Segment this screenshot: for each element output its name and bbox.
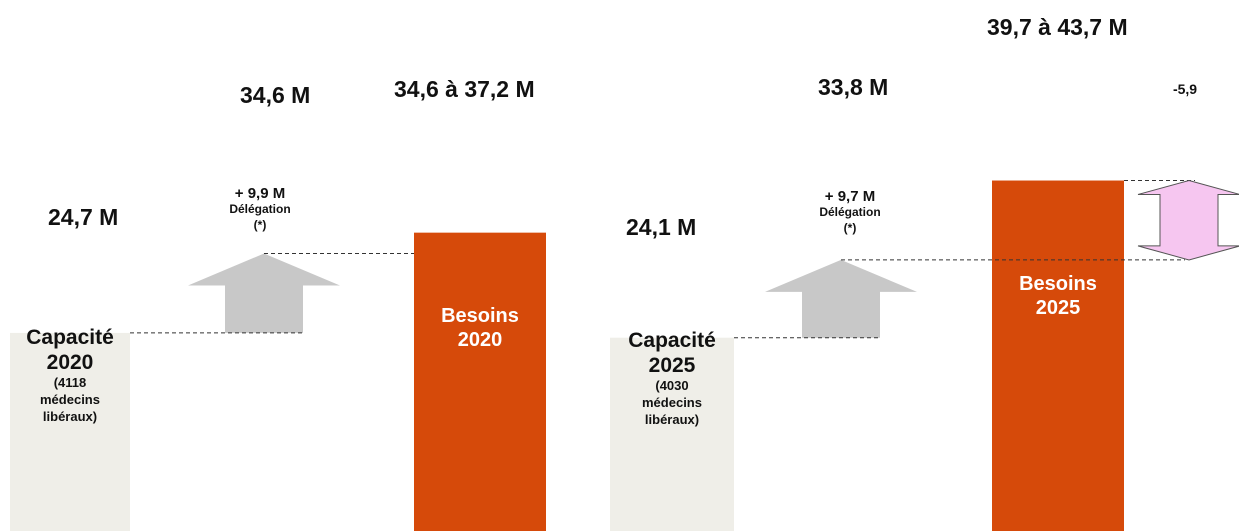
needs-2020-label: Besoins 2020	[414, 304, 546, 352]
needs-2020-title: Besoins	[441, 305, 519, 327]
needs-2025-bar	[992, 180, 1124, 531]
delegation-2020-text: Délégation	[229, 202, 291, 216]
needs-2025-title: Besoins	[1019, 273, 1097, 295]
gap-2025-arrow	[1137, 180, 1239, 261]
delegation-2020-note: (*)	[253, 217, 267, 232]
capacity-2020-sub-3: libéraux)	[42, 409, 98, 425]
delegation-2025-label: + 9,7 M Délégation (*)	[800, 188, 900, 236]
delegation-2025-value: + 9,7 M	[824, 188, 876, 205]
needs-2025-label: Besoins 2025	[992, 272, 1124, 320]
gap-2025-label: -5,9	[1172, 81, 1198, 97]
capacity-2020-value: 24,7 M	[48, 204, 119, 230]
delegation-2020-label: + 9,9 M Délégation (*)	[210, 185, 310, 233]
delegation-2025-note: (*)	[843, 220, 857, 235]
capacity-2025-sub-3: libéraux)	[644, 412, 700, 428]
capacity-2020-year: 2020	[46, 351, 94, 375]
capacity-2025-bar	[610, 337, 734, 531]
capacity-2020-sub-2: médecins	[40, 392, 100, 408]
needs-2020-year: 2020	[457, 329, 503, 351]
capacity-2025-title: Capacité	[628, 329, 716, 352]
needs-2025-year: 2025	[1035, 297, 1081, 319]
needs-2020-value: 34,6 à 37,2 M	[394, 76, 535, 102]
total-2020-value: 34,6 M	[240, 82, 311, 108]
delegation-2025-text: Délégation	[819, 205, 881, 219]
total-2025-value: 33,8 M	[818, 74, 889, 100]
capacity-2025-label: Capacité 2025 (4030 médecins libéraux)	[610, 328, 734, 429]
capacity-2020-bar	[10, 332, 130, 531]
capacity-2025-value: 24,1 M	[626, 214, 697, 240]
delegation-2025-arrow	[765, 259, 917, 338]
capacity-2020-title: Capacité	[26, 326, 114, 349]
needs-2025-value: 39,7 à 43,7 M	[987, 14, 1128, 40]
capacity-2020-sub-1: (4118	[53, 375, 87, 391]
needs-2020-bar	[414, 232, 546, 531]
capacity-2020-label: Capacité 2020 (4118 médecins libéraux)	[10, 325, 130, 426]
capacity-2025-year: 2025	[648, 354, 696, 378]
delegation-2020-arrow	[188, 253, 340, 333]
capacity-2025-sub-2: médecins	[642, 395, 702, 411]
delegation-2020-value: + 9,9 M	[234, 185, 286, 202]
capacity-2025-sub-1: (4030	[655, 378, 689, 394]
